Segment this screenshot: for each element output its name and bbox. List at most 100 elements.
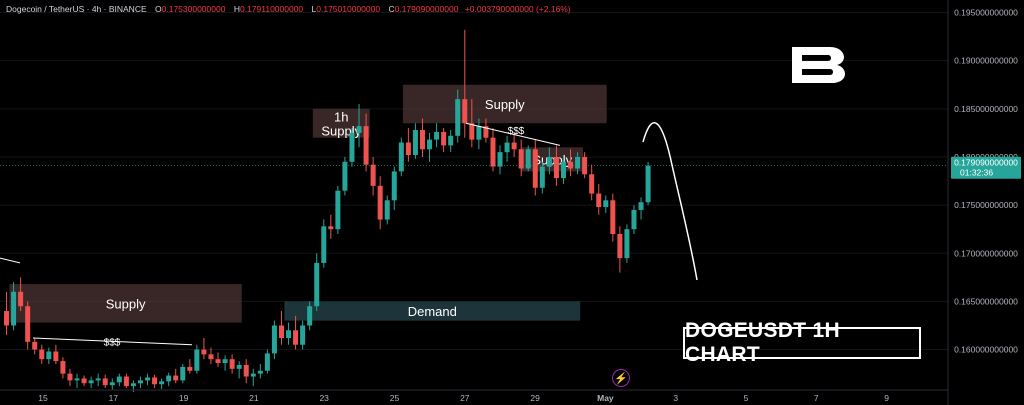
candle-body bbox=[645, 165, 651, 203]
candle-body bbox=[201, 349, 207, 355]
candle-body bbox=[427, 139, 433, 150]
open-label: O bbox=[155, 4, 162, 14]
candle-body bbox=[53, 351, 59, 362]
candle-body bbox=[370, 164, 376, 186]
supply-zone-label: Supply bbox=[485, 97, 525, 112]
symbol-header: Dogecoin / TetherUS · 4h · BINANCE O0.17… bbox=[6, 4, 571, 14]
high-value: 0.179110000000 bbox=[239, 4, 304, 14]
close-label: C bbox=[388, 4, 395, 14]
candle-body bbox=[448, 135, 454, 146]
candle-body bbox=[25, 306, 31, 342]
close-value: 0.179090000000 bbox=[394, 4, 459, 14]
price-tag-countdown: 01:32:36 bbox=[960, 168, 993, 178]
candle-body bbox=[321, 226, 327, 263]
y-tick-label: 0.170000000000 bbox=[954, 248, 1018, 258]
candle-body bbox=[384, 200, 390, 220]
candle-body bbox=[490, 137, 496, 167]
candle-body bbox=[60, 361, 66, 374]
candle-body bbox=[617, 234, 623, 259]
demand-zone bbox=[284, 301, 581, 321]
candle-body bbox=[39, 349, 45, 360]
x-tick-label: 17 bbox=[109, 393, 119, 403]
y-tick-label: 0.190000000000 bbox=[954, 56, 1018, 66]
y-tick-label: 0.185000000000 bbox=[954, 104, 1018, 114]
candle-body bbox=[222, 359, 228, 364]
candle-body bbox=[123, 376, 129, 387]
projection-arrow bbox=[642, 121, 698, 281]
supply-zone bbox=[9, 284, 242, 323]
candle-body bbox=[434, 131, 440, 140]
x-tick-label: 19 bbox=[179, 393, 189, 403]
x-tick-label: May bbox=[597, 393, 614, 403]
y-tick-label: 0.160000000000 bbox=[954, 345, 1018, 355]
candle-body bbox=[264, 353, 270, 371]
candle-body bbox=[589, 174, 595, 194]
candle-body bbox=[462, 99, 468, 124]
candle-body bbox=[518, 149, 524, 169]
y-tick-label: 0.165000000000 bbox=[954, 296, 1018, 306]
x-tick-label: 25 bbox=[390, 393, 400, 403]
liquidity-line bbox=[465, 122, 561, 146]
candle-body bbox=[356, 126, 362, 133]
candle-body bbox=[271, 325, 277, 354]
candle-body bbox=[180, 366, 186, 381]
liquidity-label: $$$ bbox=[508, 126, 525, 137]
candle-body bbox=[32, 341, 38, 350]
candle-body bbox=[88, 380, 94, 384]
open-value: 0.175300000000 bbox=[161, 4, 226, 14]
candle-body bbox=[109, 382, 115, 386]
candle-body bbox=[391, 171, 397, 201]
candle-body bbox=[278, 325, 284, 338]
candle-body bbox=[419, 130, 425, 150]
candle-body bbox=[74, 378, 80, 381]
candle-body bbox=[412, 130, 418, 156]
liquidity-line bbox=[32, 337, 193, 346]
candle-body bbox=[95, 378, 101, 381]
left-level-line bbox=[0, 257, 21, 264]
candle-body bbox=[476, 126, 482, 140]
candle-body bbox=[18, 291, 24, 307]
candle-body bbox=[257, 370, 263, 374]
time-axis[interactable]: 15 17 19 21 23 25 27 29 May 3 5 7 9 bbox=[38, 393, 889, 403]
candle-body bbox=[582, 156, 588, 175]
candle-body bbox=[603, 200, 609, 208]
candle-body bbox=[152, 377, 158, 385]
candle-body bbox=[81, 378, 87, 384]
candle-body bbox=[610, 200, 616, 234]
candle-body bbox=[300, 325, 306, 345]
candle-body bbox=[596, 193, 602, 208]
candle-body bbox=[187, 366, 193, 371]
candle-body bbox=[525, 149, 531, 169]
candle-body bbox=[539, 166, 545, 188]
candle-body bbox=[328, 226, 334, 230]
price-tag-value: 0.179090000000 bbox=[954, 158, 1018, 168]
candle-body bbox=[173, 375, 179, 381]
candle-body bbox=[130, 383, 136, 387]
candle-body bbox=[307, 306, 313, 326]
candle-body bbox=[250, 373, 256, 377]
brand-b-logo-icon bbox=[792, 47, 845, 83]
lightning-icon[interactable]: ⚡ bbox=[612, 369, 630, 387]
candle-body bbox=[137, 380, 143, 384]
x-tick-label: 7 bbox=[814, 393, 819, 403]
candle-body bbox=[638, 202, 644, 210]
candle-body bbox=[377, 185, 383, 220]
liquidity-label: $$$ bbox=[104, 338, 121, 349]
candle-body bbox=[469, 123, 475, 140]
candle-body bbox=[568, 161, 574, 169]
candle-body bbox=[314, 262, 320, 307]
candle-body bbox=[504, 142, 510, 153]
candle-body bbox=[560, 161, 566, 179]
candle-body bbox=[546, 156, 552, 167]
candle-body bbox=[441, 131, 447, 146]
y-tick-label: 0.195000000000 bbox=[954, 8, 1018, 18]
demand-zone-label: Demand bbox=[408, 304, 457, 319]
candle-body bbox=[286, 330, 292, 338]
candle-body bbox=[532, 149, 538, 188]
high-label: H bbox=[233, 4, 240, 14]
candle-body bbox=[511, 142, 517, 150]
annotation-layer: $$$ $$$ bbox=[0, 121, 948, 349]
